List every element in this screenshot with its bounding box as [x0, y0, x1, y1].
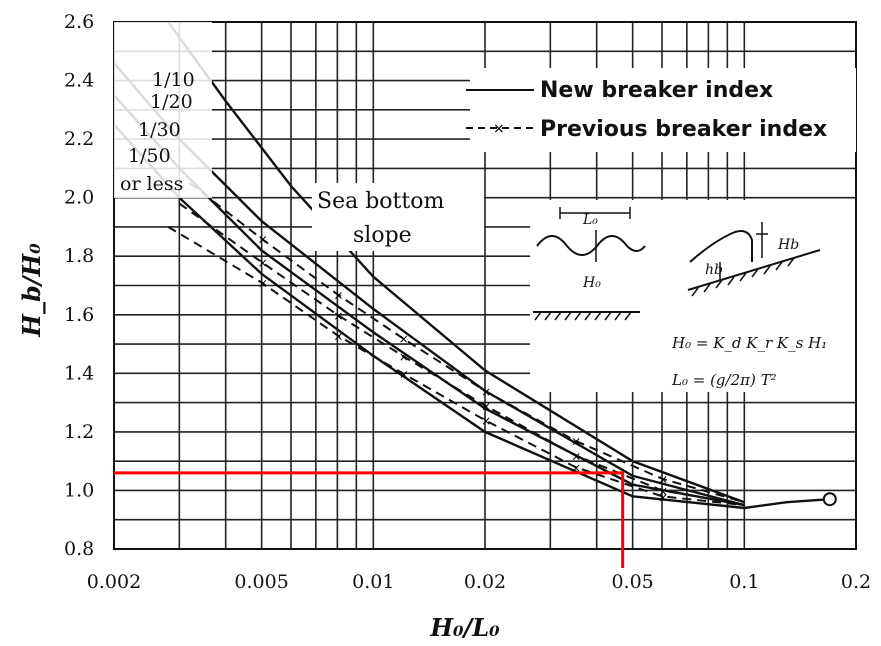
y-tick-label: 1.6 — [64, 304, 94, 326]
red-reference-path — [114, 471, 625, 568]
y-tick-label: 1.2 — [64, 421, 94, 443]
tick-labels: 0.002 0.005 0.01 0.02 0.05 0.1 0.2 0.8 1.0 1.2 1.4… — [64, 11, 871, 593]
slope-label-or-less: or less — [120, 173, 183, 195]
cross-mark: × — [333, 309, 343, 323]
cross-mark: × — [258, 256, 268, 270]
cross-mark: × — [571, 461, 581, 475]
cross-mark: × — [658, 490, 668, 504]
cross-mark: × — [399, 350, 409, 364]
series-line-solid — [167, 21, 745, 504]
annotation-line-2: slope — [353, 223, 412, 248]
y-tick-label: 1.4 — [64, 362, 94, 384]
legend-box — [470, 68, 856, 152]
x-tick-label: 0.05 — [611, 571, 653, 593]
cross-mark: × — [333, 329, 343, 343]
legend-label-new: New breaker index — [540, 78, 773, 103]
cross-mark: × — [481, 385, 491, 399]
slope-label-1-50: 1/50 — [128, 145, 171, 167]
series-line-dashed — [167, 226, 745, 507]
cross-mark: × — [481, 400, 491, 414]
cross-mark: × — [481, 414, 491, 428]
annotation-line-1: Sea bottom — [317, 189, 444, 214]
y-tick-label: 0.8 — [64, 538, 94, 560]
slope-label-1-10: 1/10 — [152, 69, 195, 91]
x-tick-label: 0.01 — [352, 571, 394, 593]
inset-formula-2: L₀ = (g/2π) T² — [671, 371, 777, 389]
cross-mark: × — [399, 332, 409, 346]
inset-formula-1: H₀ = K_d K_r K_s H₁ — [671, 334, 827, 352]
inset-label-H0: H₀ — [582, 275, 601, 291]
cross-mark: × — [571, 435, 581, 449]
inset-label-hb: hb — [705, 262, 723, 278]
x-tick-label: 0.2 — [841, 571, 871, 593]
x-tick-label: 0.002 — [87, 571, 141, 593]
slope-label-1-30: 1/30 — [138, 119, 181, 141]
cross-mark: × — [258, 233, 268, 247]
annotation-box — [312, 183, 484, 251]
inset-label-Hb: Hb — [777, 237, 799, 253]
red-reference-lines — [114, 471, 625, 568]
cross-mark: × — [399, 367, 409, 381]
legend-cross: × — [493, 121, 505, 137]
series-line-dashed — [189, 182, 745, 504]
cross-marks: ×××××××××××××××××× — [258, 233, 668, 505]
y-tick-label: 1.8 — [64, 245, 94, 267]
y-tick-label: 1.0 — [64, 479, 94, 501]
cross-mark: × — [658, 484, 668, 498]
y-tick-label: 2.0 — [64, 187, 94, 209]
inset-diagram: L₀ H₀ Hb hb H₀ = K_d K_r K_s H₁ L₀ = (g/… — [530, 200, 855, 392]
y-tick-label: 2.6 — [64, 11, 94, 33]
y-tick-label: 2.4 — [64, 70, 94, 92]
cross-mark: × — [571, 449, 581, 463]
x-tick-label: 0.02 — [464, 571, 506, 593]
x-tick-label: 0.005 — [234, 571, 288, 593]
end-point-marker — [822, 492, 837, 507]
slope-label-box — [114, 22, 212, 198]
legend-label-previous: Previous breaker index — [540, 117, 827, 142]
y-axis-label: H_b/H₀ — [17, 243, 46, 338]
cross-mark: × — [258, 277, 268, 291]
slope-label-1-20: 1/20 — [150, 91, 193, 113]
series-line-dashed — [178, 202, 745, 507]
cross-mark: × — [658, 473, 668, 487]
x-axis-label: H₀/L₀ — [429, 613, 500, 642]
cross-mark: × — [333, 288, 343, 302]
inset-label-L0: L₀ — [582, 212, 598, 228]
y-tick-label: 2.2 — [64, 128, 94, 150]
x-tick-label: 0.1 — [729, 571, 759, 593]
plot-frame — [113, 21, 857, 550]
